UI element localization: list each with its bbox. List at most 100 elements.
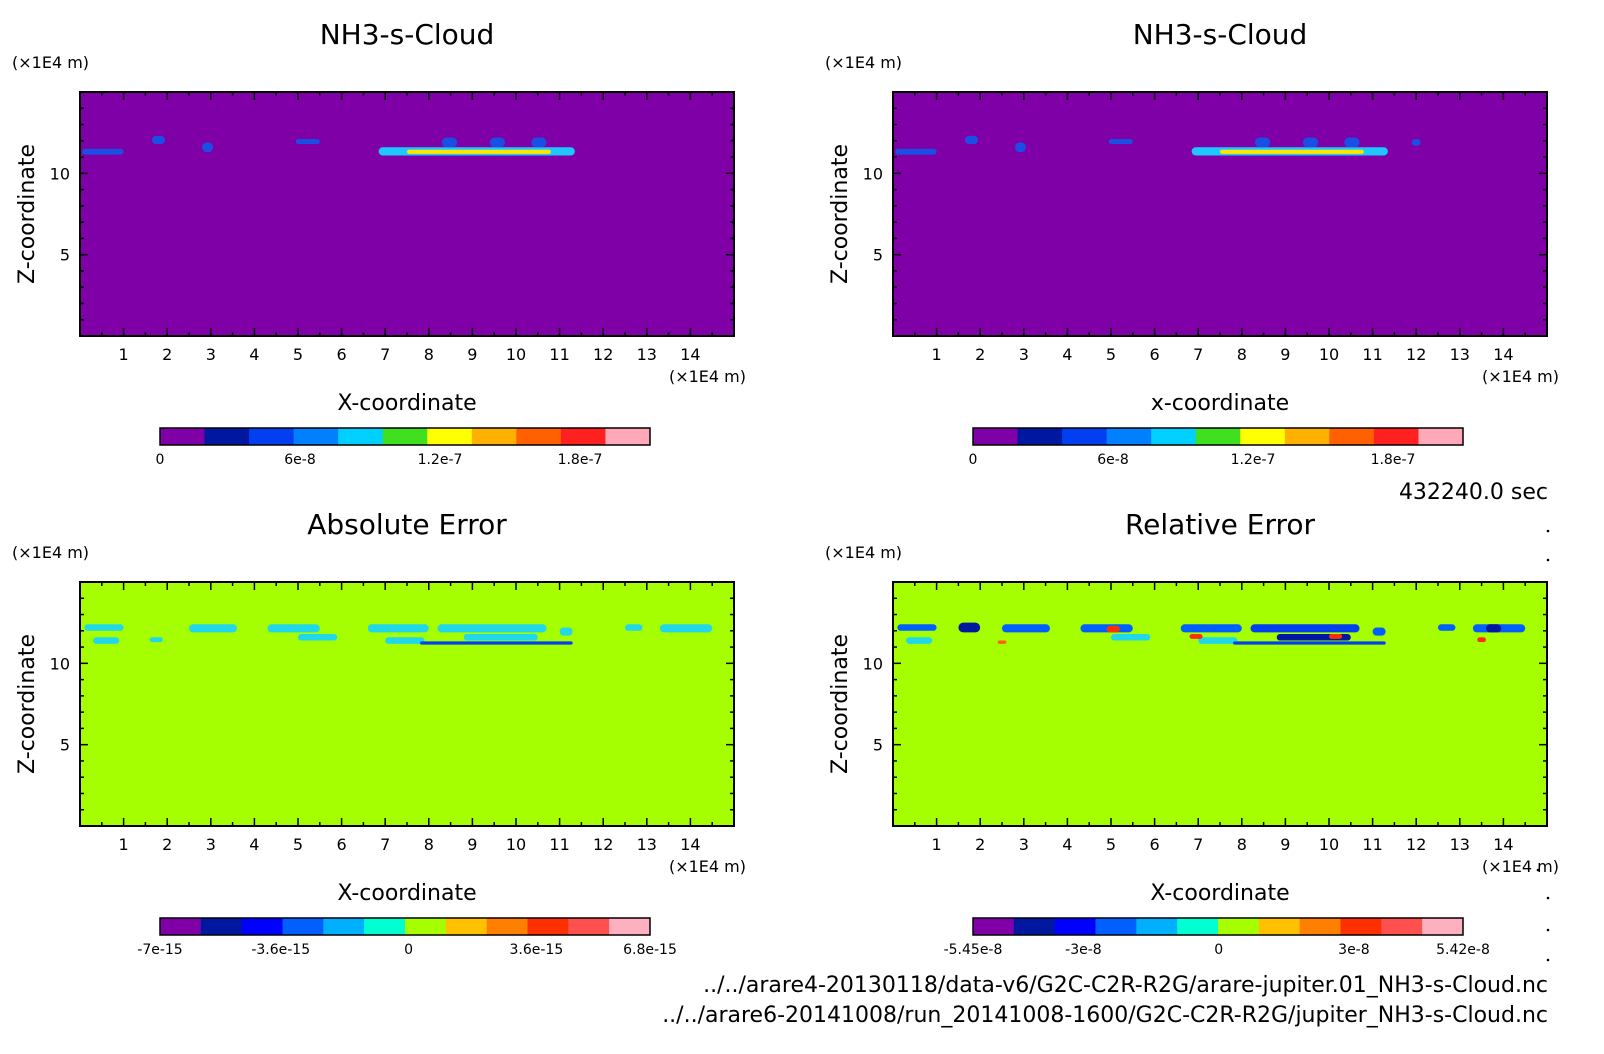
field-feature-4	[295, 139, 320, 145]
field-feature-9	[531, 137, 547, 148]
colorbar-label: 6e-8	[1097, 452, 1128, 468]
y-axis-label: Z-coordinate	[15, 144, 40, 284]
y-tick-label: 5	[60, 736, 70, 755]
x-tick-label: 2	[975, 345, 985, 364]
y-unit-label: (×1E4 m)	[825, 543, 902, 562]
colorbar-label: 0	[404, 942, 413, 958]
x-tick-label: 5	[293, 345, 303, 364]
colorbar-swatch	[609, 918, 651, 935]
field-feature-1	[84, 624, 124, 631]
panels: NH3-s-Cloud(×1E4 m)1 2 3 4 5 6 7 8 9 10 11 12 13 1451…	[12, 18, 1559, 962]
panel-title: NH3-s-Cloud	[320, 18, 495, 51]
colorbar-label: -5.45e-8	[944, 942, 1003, 958]
colorbar-swatch	[282, 918, 324, 935]
x-tick-label: 6	[337, 345, 347, 364]
colorbar-swatch	[1195, 428, 1241, 445]
field-feature-5	[997, 640, 1007, 644]
y-unit-label: (×1E4 m)	[12, 53, 89, 72]
colorbar-swatch	[1299, 918, 1341, 935]
field-feature-1	[897, 624, 937, 631]
field-feature-6	[1080, 624, 1133, 633]
colorbar-frame	[159, 427, 651, 446]
colorbar-swatch	[249, 428, 295, 445]
field-feature-12	[559, 627, 573, 636]
colorbar-swatch	[973, 918, 1015, 935]
field-feature-8	[489, 137, 506, 148]
colorbar-swatch	[1329, 428, 1375, 445]
x-tick-label: 14	[1493, 345, 1513, 364]
colorbar-label: 6.8e-15	[623, 942, 677, 958]
colorbar-swatch	[471, 428, 517, 445]
y-axis-label: Z-coordinate	[828, 634, 853, 774]
y-tick-label: 10	[863, 654, 883, 673]
y-axis-label: Z-coordinate	[15, 634, 40, 774]
x-tick-label: 13	[637, 345, 657, 364]
x-tick-label: 5	[293, 835, 303, 854]
x-tick-label: 8	[424, 345, 434, 364]
panel-title: NH3-s-Cloud	[1133, 18, 1308, 51]
field-feature-3	[202, 142, 213, 153]
field-feature-10	[1198, 637, 1238, 644]
colorbar-label: -3e-8	[1065, 942, 1102, 958]
panel-1: NH3-s-Cloud(×1E4 m)1 2 3 4 5 6 7 8 9 10 11 12 13 1451…	[12, 18, 746, 468]
y-tick-label: 5	[873, 246, 883, 265]
colorbar-swatch	[1013, 918, 1056, 935]
colorbar-swatch	[516, 428, 562, 445]
colorbar-swatch	[1422, 918, 1464, 935]
panel-title: Relative Error	[1125, 508, 1316, 541]
colorbar-label: 3e-8	[1338, 942, 1369, 958]
panel-2: NH3-s-Cloud(×1E4 m)1 2 3 4 5 6 7 8 9 10 11 12 13 1451…	[825, 18, 1559, 468]
colorbar-label: 1.2e-7	[418, 452, 463, 468]
x-axis-label: x-coordinate	[1151, 391, 1289, 416]
stray-dot	[1546, 896, 1550, 900]
x-tick-label: 10	[1319, 345, 1339, 364]
x-tick-label: 11	[1362, 835, 1382, 854]
file-path-2: ../../arare6-20141008/run_20141008-1600/…	[662, 1003, 1548, 1028]
colorbar-label: 6e-8	[284, 452, 315, 468]
x-tick-label: 3	[1019, 345, 1029, 364]
colorbar-swatch	[1373, 428, 1419, 445]
colorbar-swatch	[1062, 428, 1108, 445]
colorbar-swatch	[160, 918, 202, 935]
colorbar-swatch	[1284, 428, 1330, 445]
x-tick-label: 4	[249, 345, 259, 364]
field-feature-4	[1108, 139, 1133, 145]
colorbar-label: 0	[1214, 942, 1223, 958]
field-feature-4	[1002, 624, 1050, 633]
x-tick-label: 4	[1062, 835, 1072, 854]
x-axis-label: X-coordinate	[337, 391, 476, 416]
x-tick-label: 13	[637, 835, 657, 854]
y-tick-label: 10	[50, 164, 70, 183]
x-tick-label: 11	[549, 345, 569, 364]
colorbar-swatch	[293, 428, 339, 445]
y-axis-label: Z-coordinate	[828, 144, 853, 284]
colorbar-swatch	[1054, 918, 1096, 935]
field-feature-7	[1254, 137, 1271, 148]
x-tick-label: 1	[932, 835, 942, 854]
colorbar-swatch	[1240, 428, 1286, 445]
colorbar-label: -3.6e-15	[251, 942, 310, 958]
colorbar-swatch	[405, 918, 447, 935]
field-feature-1	[895, 148, 937, 155]
field-feature-7	[367, 624, 429, 633]
y-tick-label: 10	[863, 164, 883, 183]
colorbar-frame	[972, 427, 1464, 446]
colorbar-label: 1.8e-7	[558, 452, 603, 468]
x-tick-label: 7	[380, 345, 390, 364]
x-unit-label: (×1E4 m)	[669, 857, 746, 876]
colorbar-swatch	[1136, 918, 1178, 935]
colorbar-swatch	[382, 428, 428, 445]
colorbar: -5.45e-8 -3e-8 0 3e-8 5.42e-8	[944, 917, 1490, 958]
x-unit-label: (×1E4 m)	[669, 367, 746, 386]
stray-dot	[1546, 928, 1550, 932]
field-feature-17	[1438, 624, 1456, 631]
field-background	[893, 92, 1547, 336]
colorbar-label: 1.2e-7	[1231, 452, 1276, 468]
x-tick-label: 14	[680, 835, 700, 854]
colorbar-swatch	[241, 918, 283, 935]
field-feature-2	[906, 637, 933, 644]
colorbar-label: -7e-15	[137, 942, 182, 958]
y-unit-label: (×1E4 m)	[12, 543, 89, 562]
colorbar-swatch	[560, 428, 606, 445]
